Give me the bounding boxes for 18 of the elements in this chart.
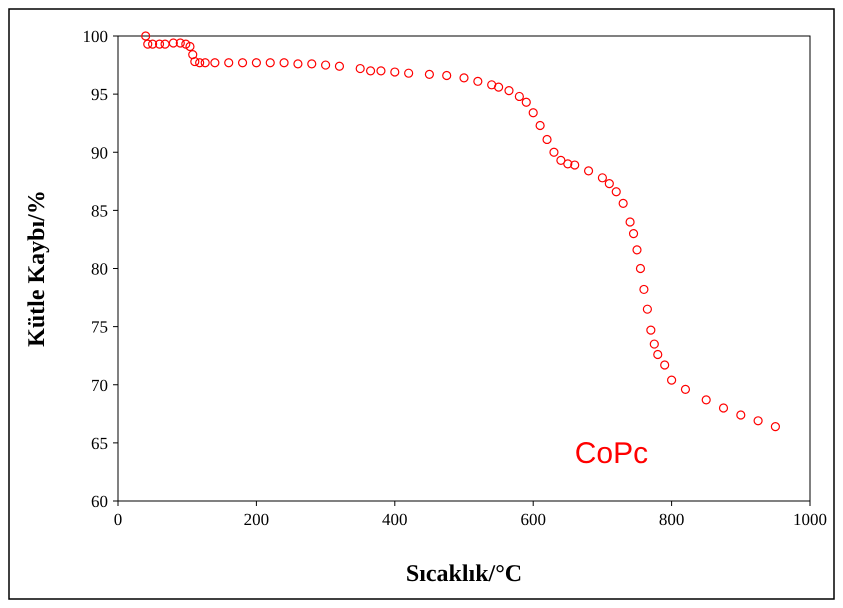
y-tick-label: 65 xyxy=(91,434,108,453)
x-tick-label: 1000 xyxy=(793,510,827,529)
x-axis-title: Sıcaklık/°C xyxy=(406,561,522,587)
x-tick-label: 0 xyxy=(114,510,122,529)
y-tick-label: 85 xyxy=(91,201,108,220)
x-tick-label: 400 xyxy=(382,510,408,529)
y-tick-label: 95 xyxy=(91,85,108,104)
y-tick-label: 75 xyxy=(91,318,108,337)
y-axis-title: Kütle Kaybı/% xyxy=(24,190,50,347)
y-tick-label: 60 xyxy=(91,492,108,511)
x-tick-label: 200 xyxy=(244,510,270,529)
x-tick-label: 800 xyxy=(658,510,684,529)
y-tick-label: 90 xyxy=(91,143,108,162)
y-tick-label: 80 xyxy=(91,260,108,278)
y-tick-label: 70 xyxy=(91,376,108,395)
series-label: CoPc xyxy=(574,437,648,470)
y-tick-label: 100 xyxy=(82,27,108,46)
x-tick-label: 600 xyxy=(520,510,546,529)
